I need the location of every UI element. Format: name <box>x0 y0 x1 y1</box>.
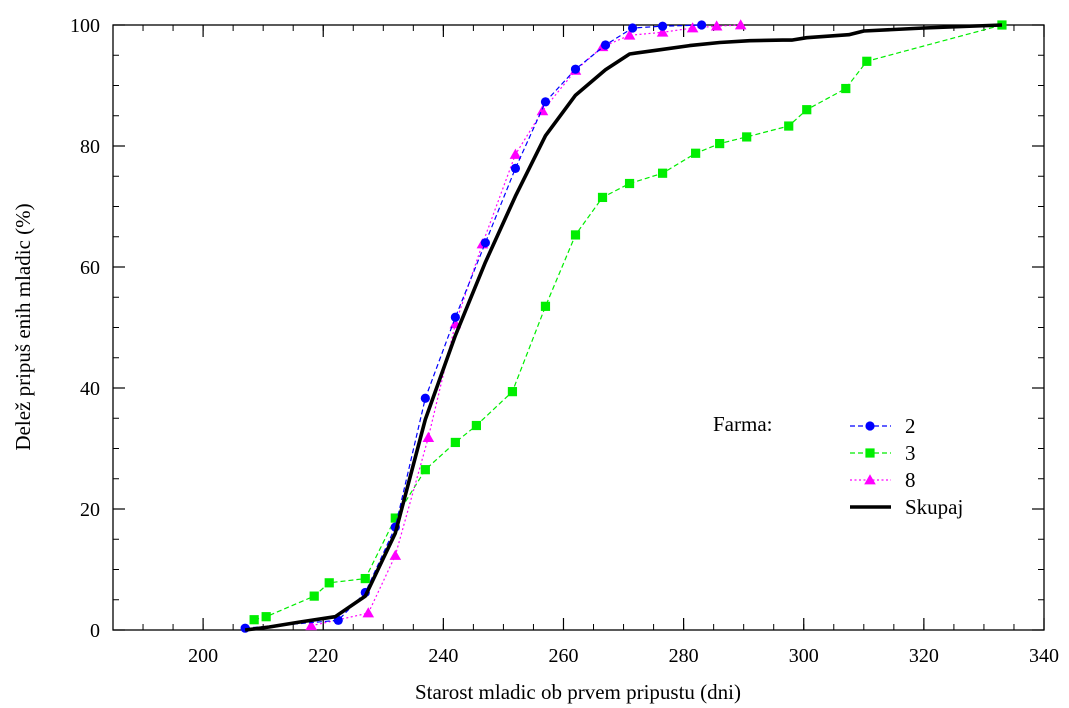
data-point <box>261 612 271 622</box>
legend-label: 3 <box>905 441 916 465</box>
data-point <box>389 549 402 560</box>
data-point <box>841 83 851 94</box>
data-point <box>540 301 551 311</box>
legend-item-3: 3 <box>850 441 916 465</box>
legend-items: 2 3 8 Skupaj <box>850 414 963 519</box>
data-point <box>697 20 707 30</box>
data-point <box>507 387 518 397</box>
y-tick-label: 40 <box>80 378 100 400</box>
series-line-3 <box>254 24 1003 621</box>
data-point <box>362 607 375 618</box>
data-point <box>480 238 490 248</box>
x-tick-label: 280 <box>669 645 699 667</box>
data-point <box>360 573 370 584</box>
x-tick-label: 300 <box>789 645 819 667</box>
x-tick-label: 340 <box>1029 645 1059 667</box>
plot-area: 200 220 240 260 280 300 320 340 0 20 40 60 80 100 <box>70 15 1059 667</box>
x-tick-label: 260 <box>548 645 578 667</box>
series-3 <box>249 20 1007 625</box>
data-point <box>657 21 668 31</box>
data-point <box>802 105 812 115</box>
data-point <box>623 29 636 40</box>
series-8 <box>305 19 747 631</box>
y-tick-label: 80 <box>80 136 100 158</box>
data-point <box>656 26 669 37</box>
series-line-skupaj <box>244 23 1003 632</box>
data-point <box>597 192 608 203</box>
legend-item-8: 8 <box>850 468 916 492</box>
x-tick-label: 240 <box>428 645 458 667</box>
data-point <box>540 97 551 107</box>
x-tick-label: 320 <box>909 645 939 667</box>
data-point <box>570 230 581 240</box>
data-point <box>324 578 334 588</box>
ticks-layer: 200 220 240 260 280 300 320 340 0 20 40 60 80 100 <box>70 15 1059 667</box>
x-axis-title: Starost mladic ob prvem pripustu (dni) <box>415 680 741 704</box>
legend: Farma: 2 3 8 Skupaj <box>713 412 963 519</box>
data-point <box>862 56 872 66</box>
data-point <box>657 168 668 178</box>
y-tick-label: 100 <box>70 15 100 37</box>
y-tick-label: 20 <box>80 499 100 521</box>
x-tick-label: 200 <box>188 645 218 667</box>
data-point <box>305 619 318 631</box>
data-point <box>536 105 549 116</box>
data-point <box>420 465 430 475</box>
data-point <box>450 312 460 322</box>
data-point <box>686 22 699 33</box>
legend-label: Skupaj <box>905 495 963 519</box>
data-point <box>422 431 435 442</box>
y-tick-label: 0 <box>90 620 100 642</box>
legend-item-2: 2 <box>850 414 916 438</box>
data-point <box>450 437 460 448</box>
data-point <box>420 393 430 403</box>
data-point <box>570 64 581 74</box>
legend-item-skupaj: Skupaj <box>850 495 963 519</box>
data-point <box>627 23 638 33</box>
data-point <box>471 420 481 431</box>
series-skupaj <box>244 23 1003 632</box>
series-line-2 <box>245 24 702 629</box>
y-axis-title: Delež pripuš enih mladic (%) <box>11 203 35 450</box>
x-tick-label: 220 <box>308 645 338 667</box>
legend-label: 2 <box>905 414 916 438</box>
data-point <box>742 132 752 142</box>
data-point <box>249 615 259 625</box>
series-layer <box>240 19 1007 633</box>
series-2 <box>240 20 707 633</box>
data-point <box>309 591 319 601</box>
legend-marker <box>865 448 875 458</box>
plot-frame <box>112 24 1045 631</box>
data-point <box>510 163 521 173</box>
legend-heading: Farma: <box>713 412 772 436</box>
data-point <box>784 121 794 131</box>
data-point <box>390 513 400 523</box>
legend-marker <box>865 421 875 431</box>
data-point <box>691 148 701 158</box>
data-point <box>710 20 723 31</box>
data-point <box>600 40 611 50</box>
y-tick-label: 60 <box>80 257 100 279</box>
data-point <box>734 19 747 30</box>
legend-marker <box>864 474 876 485</box>
series-line-8 <box>311 24 741 627</box>
legend-label: 8 <box>905 468 916 492</box>
data-point <box>624 178 635 189</box>
data-point <box>715 138 725 149</box>
data-point <box>509 148 522 159</box>
